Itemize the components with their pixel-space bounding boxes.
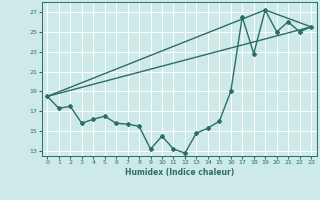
X-axis label: Humidex (Indice chaleur): Humidex (Indice chaleur) [124, 168, 234, 177]
